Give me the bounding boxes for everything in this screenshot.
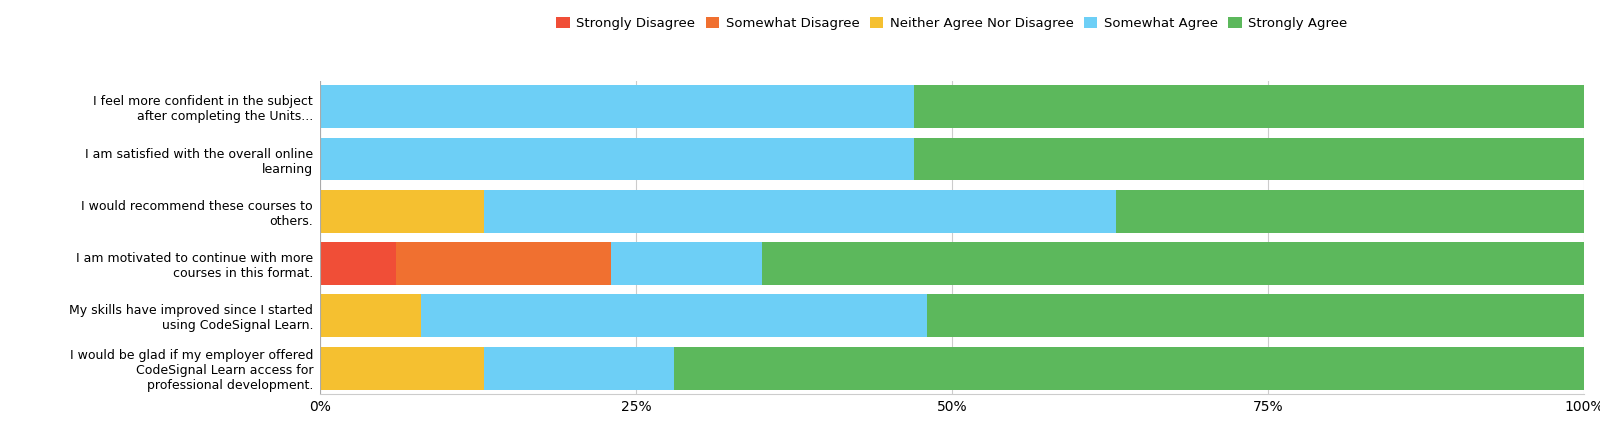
Bar <box>485 347 674 389</box>
Legend: Strongly Disagree, Somewhat Disagree, Neither Agree Nor Disagree, Somewhat Agree: Strongly Disagree, Somewhat Disagree, Ne… <box>550 12 1354 35</box>
Bar <box>320 190 485 233</box>
Bar <box>320 294 421 337</box>
Bar <box>674 347 1584 389</box>
Bar <box>320 242 395 285</box>
Bar <box>611 242 763 285</box>
Bar <box>395 242 611 285</box>
Bar <box>485 190 1117 233</box>
Bar <box>320 138 914 181</box>
Bar <box>320 85 914 128</box>
Bar <box>763 242 1584 285</box>
Bar <box>1117 190 1584 233</box>
Bar <box>320 347 485 389</box>
Bar <box>914 138 1584 181</box>
Bar <box>421 294 926 337</box>
Bar <box>914 85 1584 128</box>
Bar <box>926 294 1584 337</box>
